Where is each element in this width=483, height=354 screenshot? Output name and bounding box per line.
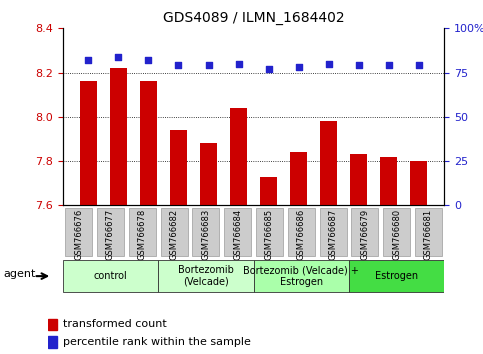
Bar [351, 154, 367, 205]
Point [295, 64, 302, 70]
Text: GSM766687: GSM766687 [328, 209, 338, 260]
Bar [80, 81, 97, 205]
Bar [320, 121, 337, 205]
Bar [230, 108, 247, 205]
Bar [200, 143, 217, 205]
Bar [381, 156, 397, 205]
Point [85, 57, 92, 63]
Bar [256, 208, 283, 256]
Text: GSM766677: GSM766677 [106, 209, 115, 260]
Bar [63, 260, 158, 292]
Text: Estrogen: Estrogen [375, 271, 418, 281]
Bar [254, 260, 349, 292]
Point [205, 63, 213, 68]
Text: GSM766679: GSM766679 [360, 209, 369, 260]
Bar [351, 208, 378, 256]
Bar [170, 130, 187, 205]
Bar [160, 208, 187, 256]
Bar [260, 177, 277, 205]
Bar [65, 208, 92, 256]
Bar [290, 152, 307, 205]
Bar [129, 208, 156, 256]
Bar [349, 260, 444, 292]
Bar [97, 208, 124, 256]
Point [144, 57, 152, 63]
Text: GSM766683: GSM766683 [201, 209, 211, 260]
Text: control: control [94, 271, 128, 281]
Bar [411, 161, 427, 205]
Point [415, 63, 423, 68]
Text: GSM766686: GSM766686 [297, 209, 306, 260]
Bar [288, 208, 315, 256]
Bar [415, 208, 442, 256]
Point [385, 63, 393, 68]
Bar [48, 319, 57, 330]
Bar [320, 208, 347, 256]
Bar [140, 81, 156, 205]
Point [325, 61, 332, 67]
Point [235, 61, 242, 67]
Bar [192, 208, 219, 256]
Text: Bortezomib
(Velcade): Bortezomib (Velcade) [178, 265, 234, 287]
Bar [158, 260, 254, 292]
Point [175, 63, 183, 68]
Text: GSM766678: GSM766678 [138, 209, 147, 260]
Text: GSM766685: GSM766685 [265, 209, 274, 260]
Point [114, 54, 122, 59]
Title: GDS4089 / ILMN_1684402: GDS4089 / ILMN_1684402 [163, 11, 344, 24]
Text: GSM766684: GSM766684 [233, 209, 242, 260]
Point [265, 66, 272, 72]
Bar [383, 208, 410, 256]
Text: GSM766681: GSM766681 [424, 209, 433, 260]
Text: GSM766676: GSM766676 [74, 209, 83, 260]
Text: Bortezomib (Velcade) +
Estrogen: Bortezomib (Velcade) + Estrogen [243, 265, 359, 287]
Text: transformed count: transformed count [63, 319, 167, 329]
Point [355, 63, 363, 68]
Text: GSM766680: GSM766680 [392, 209, 401, 260]
Text: agent: agent [3, 269, 35, 279]
Text: percentile rank within the sample: percentile rank within the sample [63, 337, 251, 347]
Bar [48, 336, 57, 348]
Bar [110, 68, 127, 205]
Bar [224, 208, 251, 256]
Text: GSM766682: GSM766682 [170, 209, 179, 260]
